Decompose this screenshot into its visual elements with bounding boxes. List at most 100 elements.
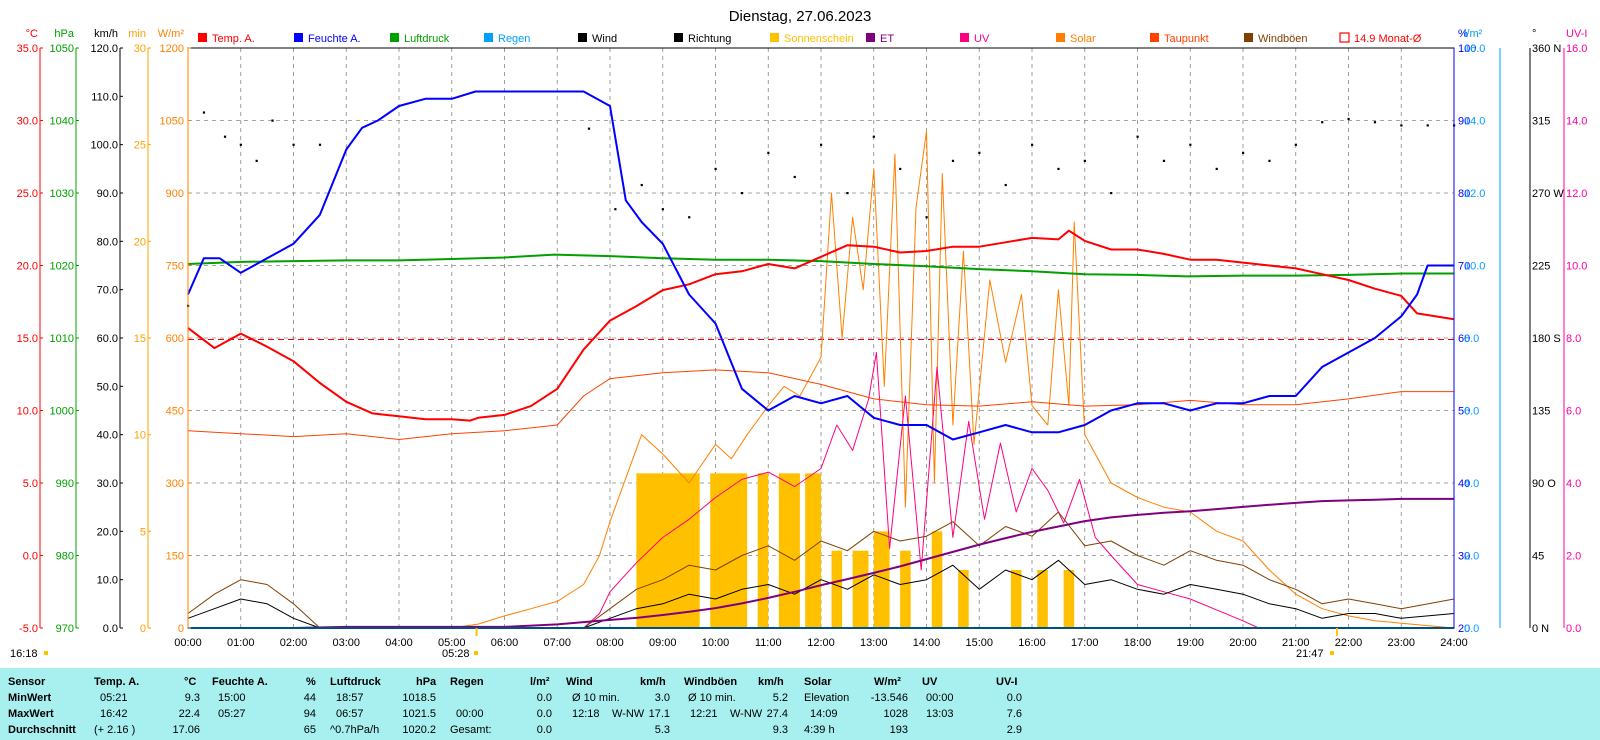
x-tick-label: 04:00	[385, 637, 413, 649]
tick-label-humidity: 20	[1458, 623, 1470, 635]
row-label-sensor: Sensor	[8, 676, 46, 688]
direction-point	[640, 183, 643, 187]
solar-avg: 193	[889, 724, 908, 736]
direction-point	[318, 143, 322, 146]
tick-label-pressure: 1010	[50, 333, 74, 345]
sunshine-bar	[958, 570, 969, 628]
direction-point	[271, 119, 274, 122]
solar-r2-val: 1028	[883, 708, 908, 720]
rain-max: 0.0	[536, 708, 552, 720]
chart-title: Dienstag, 27.06.2023	[729, 8, 872, 25]
direction-point	[255, 159, 258, 162]
tick-label-pressure: 1040	[50, 116, 74, 128]
axes: 35.030.025.020.015.010.05.00.0-5.0°C1050…	[17, 28, 1587, 655]
tick-label-solar: 900	[166, 188, 184, 200]
tick-label-wind: 10.0	[97, 575, 118, 587]
direction-point	[714, 167, 717, 171]
temp-header: Temp. A.	[94, 676, 140, 688]
sunshine-bar	[852, 550, 869, 628]
rain-max-time: 00:00	[456, 708, 484, 720]
temp-min-time: 05:21	[100, 692, 128, 704]
wind-r1-label: Ø 10 min.	[572, 692, 620, 704]
tick-label-uv: 12.0	[1566, 188, 1587, 200]
x-tick-label: 09:00	[649, 637, 677, 649]
tick-label-pressure: 1000	[50, 406, 74, 418]
tick-label-wind: 120.0	[90, 43, 118, 55]
x-tick-label: 19:00	[1176, 637, 1204, 649]
x-tick-label: 11:00	[755, 637, 782, 649]
x-tick-label: 18:00	[1124, 637, 1152, 649]
sunshine-bar	[778, 473, 800, 628]
direction-point	[1373, 121, 1377, 124]
gust-r2-dir: W-NW	[730, 708, 763, 720]
direction-point	[1057, 167, 1060, 171]
direction-point	[872, 135, 875, 138]
direction-point	[1189, 143, 1192, 146]
tick-label-rain: 2.0	[1464, 551, 1479, 563]
tick-label-humidity: 80	[1458, 188, 1470, 200]
tick-label-wind: 70.0	[97, 285, 118, 297]
uv-header: UV	[922, 676, 938, 688]
tick-label-rain: 8.0	[1464, 333, 1479, 345]
tick-label-direction: 180 S	[1532, 333, 1561, 345]
wind-r2-dir: W-NW	[612, 708, 645, 720]
series-uv	[188, 352, 1454, 629]
rain-header: Regen	[450, 676, 484, 688]
series-solar	[188, 130, 1455, 629]
legend-swatch	[960, 33, 969, 42]
tick-label-pressure: 980	[56, 551, 74, 563]
sunshine-bar	[757, 473, 769, 628]
sunshine-bar	[900, 550, 911, 628]
tick-label-wind: 40.0	[97, 430, 118, 442]
legend-swatch	[674, 33, 683, 42]
x-tick-label: 03:00	[332, 637, 360, 649]
direction-point	[1215, 167, 1218, 171]
solar-header: Solar	[804, 676, 832, 688]
legend-label: Regen	[498, 33, 530, 45]
series-luftdruck	[187, 253, 1454, 278]
rain-avg-label: Gesamt:	[450, 724, 492, 736]
axis-unit-uv: UV-I	[1566, 28, 1587, 40]
legend-label: Sonnenschein	[784, 33, 854, 45]
direction-point	[688, 216, 691, 219]
x-tick-label: 21:00	[1282, 637, 1310, 649]
temp-unit: °C	[184, 676, 197, 688]
solar-r3-label: 4:39 h	[804, 724, 835, 736]
tick-label-direction: 90 O	[1532, 478, 1556, 490]
temp-max-time: 16:42	[100, 708, 128, 720]
direction-point	[978, 151, 981, 154]
tick-label-wind: 80.0	[97, 236, 118, 248]
sunshine-bar	[710, 473, 748, 628]
axis-unit-wind: km/h	[94, 28, 118, 40]
legend-label: Solar	[1070, 33, 1096, 45]
direction-point	[223, 135, 227, 138]
tick-label-uv: 14.0	[1566, 116, 1587, 128]
axis-unit-solar: W/m²	[158, 28, 185, 40]
tick-label-humidity: 60	[1458, 333, 1470, 345]
tick-label-pressure: 1050	[50, 43, 74, 55]
legend-label: UV	[974, 33, 990, 45]
wind-unit: km/h	[640, 676, 666, 688]
direction-point	[846, 192, 849, 195]
gust-header: Windböen	[684, 676, 738, 688]
weather-chart: 35.030.025.020.015.010.05.00.0-5.0°C1050…	[10, 8, 1587, 660]
direction-point	[899, 167, 902, 171]
direction-point	[1242, 151, 1245, 154]
sunshine-bars	[636, 473, 1075, 628]
axis-unit-direction: °	[1532, 28, 1536, 40]
series-taupunkt	[187, 369, 1454, 440]
tick-label-direction: 315	[1532, 116, 1550, 128]
gust-r2-time: 12:21	[690, 708, 718, 720]
tick-label-rain: 0.0	[1464, 623, 1479, 635]
temp-avg-note: (+ 2.16 )	[94, 724, 136, 736]
tick-label-solar: 150	[166, 551, 184, 563]
pressure-max-time: 06:57	[336, 708, 364, 720]
legend-swatch	[1339, 32, 1350, 43]
pressure-avg-note: ^0.7hPa/h	[330, 724, 380, 736]
tick-label-uv: 16.0	[1566, 43, 1587, 55]
rain-unit: l/m²	[530, 676, 550, 688]
pressure-min: 1018.5	[402, 692, 436, 704]
tick-label-uv: 4.0	[1566, 478, 1581, 490]
humidity-unit: %	[306, 676, 316, 688]
x-tick-label: 06:00	[491, 637, 519, 649]
